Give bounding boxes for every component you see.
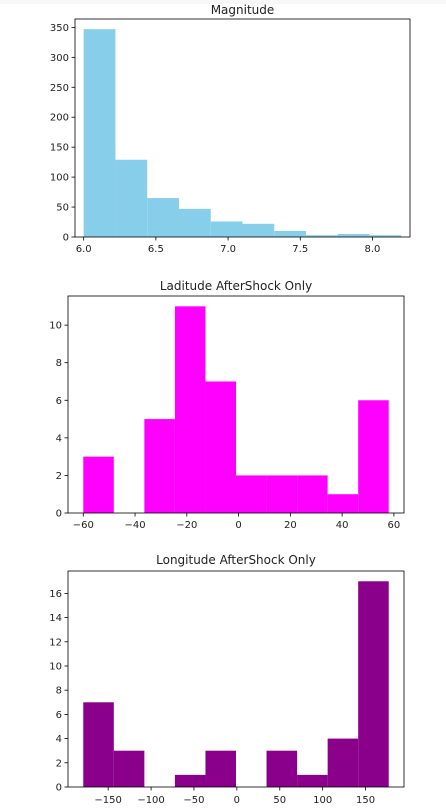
y-tick-label: 4 [56, 433, 62, 444]
x-tick-label: 150 [356, 795, 375, 806]
histogram-bar [327, 494, 359, 513]
histogram-bar [174, 306, 206, 513]
y-tick-label: 350 [50, 23, 69, 34]
x-tick-label: 8.0 [365, 244, 381, 255]
x-tick-label: −40 [124, 520, 145, 531]
histogram-bar [210, 221, 243, 237]
histogram-bar [358, 581, 389, 787]
histogram-bar [236, 475, 267, 513]
chart-title: Magnitude [211, 3, 275, 17]
y-tick-label: 200 [50, 113, 69, 124]
histogram-bar [306, 235, 338, 237]
y-tick-label: 50 [56, 203, 69, 214]
x-tick-label: 7.0 [220, 244, 236, 255]
notebook-top-strip [0, 0, 446, 4]
y-tick-label: 0 [56, 509, 62, 520]
plot-frame [74, 18, 411, 238]
x-tick-label: −100 [137, 795, 164, 806]
histogram-bar [274, 231, 307, 237]
longitude-aftershock-histogram: Longitude AfterShock Only −150 −100 −50 0 50 1… [49, 553, 405, 806]
histogram-bar [327, 738, 359, 787]
x-tick-label: 40 [336, 520, 349, 531]
y-tick-label: 10 [49, 321, 62, 332]
magnitude-histogram: Magnitude 6.0 6.5 7.0 7.5 8.0 0 50 100 150 200 250 3… [50, 3, 411, 255]
histogram-bar [83, 29, 116, 238]
y-tick-label: 4 [56, 734, 62, 745]
histogram-bar [266, 750, 298, 787]
x-tick-label: −20 [176, 520, 197, 531]
y-tick-label: 300 [50, 53, 69, 64]
chart-title: Longitude AfterShock Only [156, 553, 316, 567]
y-tick-label: 8 [56, 358, 62, 369]
y-tick-label: 0 [56, 783, 62, 794]
y-tick-label: 14 [49, 613, 62, 624]
latitude-aftershock-histogram: Laditude AfterShock Only−60 −40 −20 0 20 40 60… [49, 279, 405, 531]
x-tick-label: −50 [183, 795, 204, 806]
histogram-bar [144, 419, 175, 513]
x-tick-label: −150 [94, 795, 121, 806]
plot-frame [67, 570, 405, 788]
x-tick-label: 100 [313, 795, 332, 806]
histogram-bar [297, 475, 328, 513]
histogram-bar [113, 750, 145, 787]
x-tick-label: 7.5 [292, 244, 308, 255]
y-tick-label: 100 [50, 173, 69, 184]
histogram-bar [369, 235, 402, 237]
y-tick-label: 10 [49, 661, 62, 672]
histogram-bar [174, 774, 206, 787]
y-tick-label: 2 [56, 758, 62, 769]
y-tick-label: 16 [49, 589, 62, 600]
y-tick-label: 2 [56, 471, 62, 482]
histogram-bar [242, 223, 275, 237]
x-tick-label: −60 [73, 520, 94, 531]
plot-frame [67, 295, 405, 514]
histogram-bar [178, 208, 211, 237]
chart-title: Laditude AfterShock Only [160, 279, 312, 293]
histogram-bar [297, 774, 328, 787]
x-tick-label: 6.5 [148, 244, 164, 255]
x-tick-label: 50 [273, 795, 286, 806]
y-tick-label: 6 [56, 710, 62, 721]
histogram-bar [337, 234, 370, 237]
y-tick-label: 6 [56, 396, 62, 407]
y-tick-label: 12 [49, 637, 62, 648]
histogram-bar [205, 750, 236, 787]
x-tick-label: 0 [235, 520, 241, 531]
y-tick-label: 0 [63, 233, 69, 244]
y-tick-label: 150 [50, 143, 69, 154]
histogram-bar [205, 381, 236, 513]
histogram-bar [83, 702, 114, 787]
histogram-bar [147, 198, 179, 237]
histogram-bar [358, 400, 389, 513]
x-tick-label: 0 [234, 795, 240, 806]
histogram-bar [83, 456, 114, 513]
histogram-bar [266, 475, 298, 513]
y-tick-label: 8 [56, 686, 62, 697]
x-tick-label: 6.0 [76, 244, 92, 255]
y-tick-label: 250 [50, 83, 69, 94]
x-tick-label: 20 [284, 520, 297, 531]
histogram-bar [115, 159, 148, 237]
x-tick-label: 60 [388, 520, 401, 531]
